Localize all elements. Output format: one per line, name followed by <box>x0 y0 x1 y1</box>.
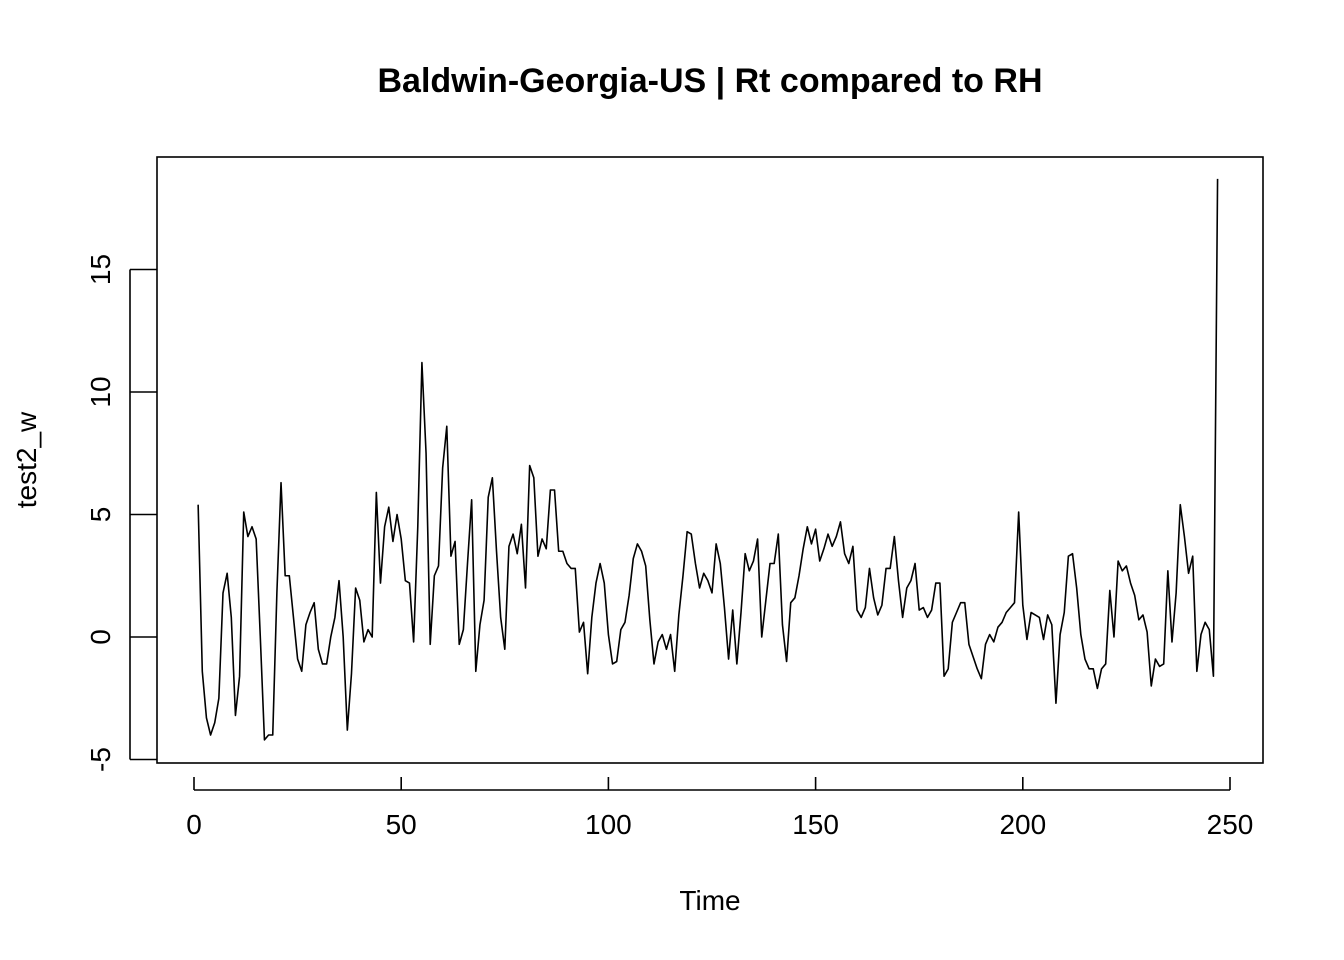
y-tick-label: -5 <box>85 747 116 772</box>
plot-frame <box>156 156 1264 764</box>
x-tick-label: 250 <box>1207 809 1254 840</box>
y-tick-label: 0 <box>85 629 116 645</box>
chart-title: Baldwin-Georgia-US | Rt compared to RH <box>377 62 1042 100</box>
x-tick-label: 100 <box>585 809 632 840</box>
x-tick-label: 0 <box>186 809 202 840</box>
y-axis: -5 0 5 10 15 <box>85 254 157 772</box>
x-tick-label: 50 <box>386 809 417 840</box>
x-axis: 0 50 100 150 200 250 <box>186 777 1253 840</box>
x-tick-label: 200 <box>999 809 1046 840</box>
y-tick-label: 5 <box>85 507 116 523</box>
series-line <box>197 178 1219 741</box>
x-tick-label: 150 <box>792 809 839 840</box>
y-axis-label: test2_w <box>11 411 42 508</box>
y-tick-label: 15 <box>85 254 116 285</box>
x-axis-label: Time <box>679 885 740 916</box>
y-tick-label: 10 <box>85 376 116 407</box>
